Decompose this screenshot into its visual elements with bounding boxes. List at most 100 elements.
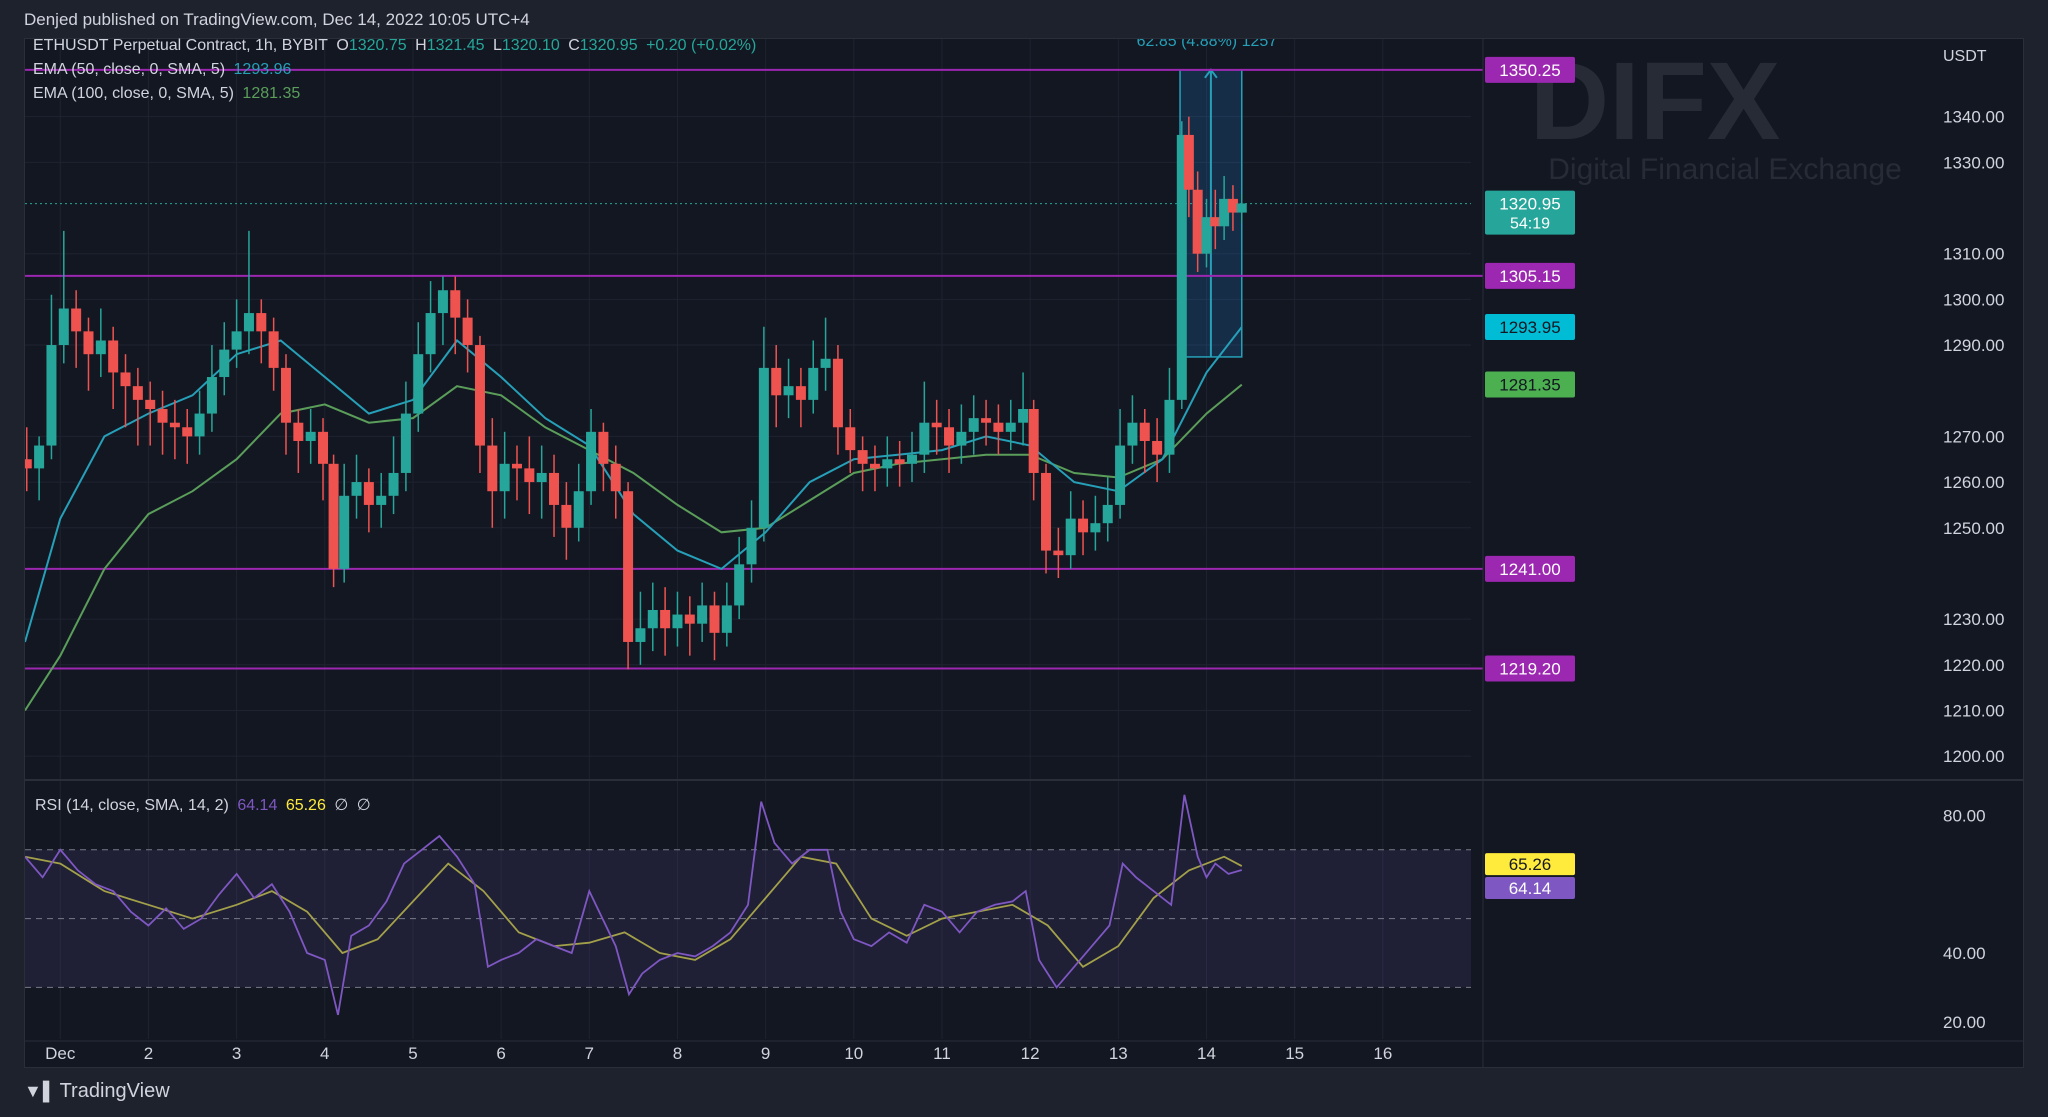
candle-body [21,459,32,469]
candle [931,399,942,455]
candle [206,345,217,432]
candle [758,326,769,542]
candle [623,482,634,670]
bar-countdown: 54:19 [1510,216,1550,233]
candle-body [944,427,955,446]
x-tick-label: 16 [1373,1044,1392,1063]
y-axis-unit: USDT [1943,48,1987,65]
x-tick-label: 12 [1021,1044,1040,1063]
candle-body [157,409,168,423]
candle [231,299,242,368]
candle [487,418,498,528]
rsi-legend[interactable]: RSI (14, close, SMA, 14, 2) 64.14 65.26 … [35,795,375,815]
candle-body [635,628,646,642]
candle [145,381,156,446]
candle [351,454,362,519]
candle-body [672,614,683,629]
tradingview-logo-icon: ▼ ▌ [24,1081,56,1101]
candle-body [993,422,1004,432]
candle-body [1078,518,1089,533]
candle [46,294,57,460]
candle-body [573,491,584,528]
ema50-line [24,326,1243,643]
candle-body [684,614,695,624]
tradingview-footer[interactable]: ▼ ▌ TradingView [24,1080,170,1103]
candle-body [536,472,547,483]
y-tick-label: 1300.00 [1943,290,2004,309]
candle-body [1102,504,1113,524]
chart-canvas[interactable]: DIFX Digital Financial Exchange 62.85 (4… [21,33,2023,1067]
y-tick-label: 1200.00 [1943,747,2004,766]
candle-body [820,358,831,368]
candle [968,395,979,455]
candle [132,367,143,446]
candle [906,431,917,483]
x-tick-label: 5 [408,1044,417,1063]
candle [169,399,180,460]
candle [182,409,193,464]
low-value: 1320.10 [501,37,560,54]
candle-body [46,345,57,446]
candle [647,582,658,652]
candle-body [1176,134,1187,400]
candle [450,276,461,355]
level-tag-text: 1350.25 [1499,61,1560,80]
candle-body [450,290,461,318]
candle [425,281,436,373]
candle-body [857,450,868,464]
candle-body [981,418,992,423]
y-tick-label: 1310.00 [1943,245,2004,264]
candle-body [906,454,917,464]
open-label: O [336,37,349,54]
x-tick-label: 13 [1109,1044,1128,1063]
last-price-tag: 1320.95 54:19 [1485,190,1575,235]
ema100-legend[interactable]: EMA (100, close, 0, SMA, 5) 1281.35 [33,85,304,103]
candle [34,436,45,501]
candle-body [132,386,143,400]
candle-body [268,331,279,368]
ema50-legend[interactable]: EMA (50, close, 0, SMA, 5) 1293.96 [33,61,295,79]
y-tick-label: 1340.00 [1943,108,2004,127]
candle [511,445,522,501]
candle-body [1028,409,1039,473]
candle-body [561,504,572,528]
candle-body [413,354,424,414]
candle-body [734,564,745,606]
candle-body [746,527,757,565]
candle [734,536,745,620]
candle [21,427,32,492]
candle [684,596,695,656]
ema100-line [24,383,1243,712]
candle [58,230,69,364]
candle [1115,409,1126,519]
last-price-tag-bg [1485,190,1575,235]
candle [462,299,473,373]
candle [660,587,671,656]
candle-body [145,399,156,409]
candle [536,445,547,519]
candle [268,317,279,391]
candle [956,404,967,464]
chart-frame[interactable]: DIFX Digital Financial Exchange 62.85 (4… [21,33,2024,1068]
measure-tool: 62.85 (4.88%) 1257 [1137,33,1277,358]
rsi-ma-tag-bg [1485,853,1575,876]
rsi-value-tag-text: 64.14 [1509,879,1552,898]
candle [845,409,856,473]
candle [869,445,880,492]
candle [293,409,304,473]
candle [388,436,399,515]
symbol-name[interactable]: ETHUSDT Perpetual Contract, 1h, BYBIT [33,37,328,54]
candle [120,354,131,428]
candle [672,591,683,647]
x-tick-label: 4 [320,1044,329,1063]
candle-body [610,463,621,492]
candle [1139,409,1150,473]
rsi-y-tick-label: 80.00 [1943,806,1986,825]
candle [1028,399,1039,501]
candle [1183,116,1194,218]
candle-body [499,463,510,492]
candle-body [462,317,473,346]
candle [1192,171,1203,272]
null-icon: ∅ [356,797,371,814]
candle-body [256,313,267,332]
